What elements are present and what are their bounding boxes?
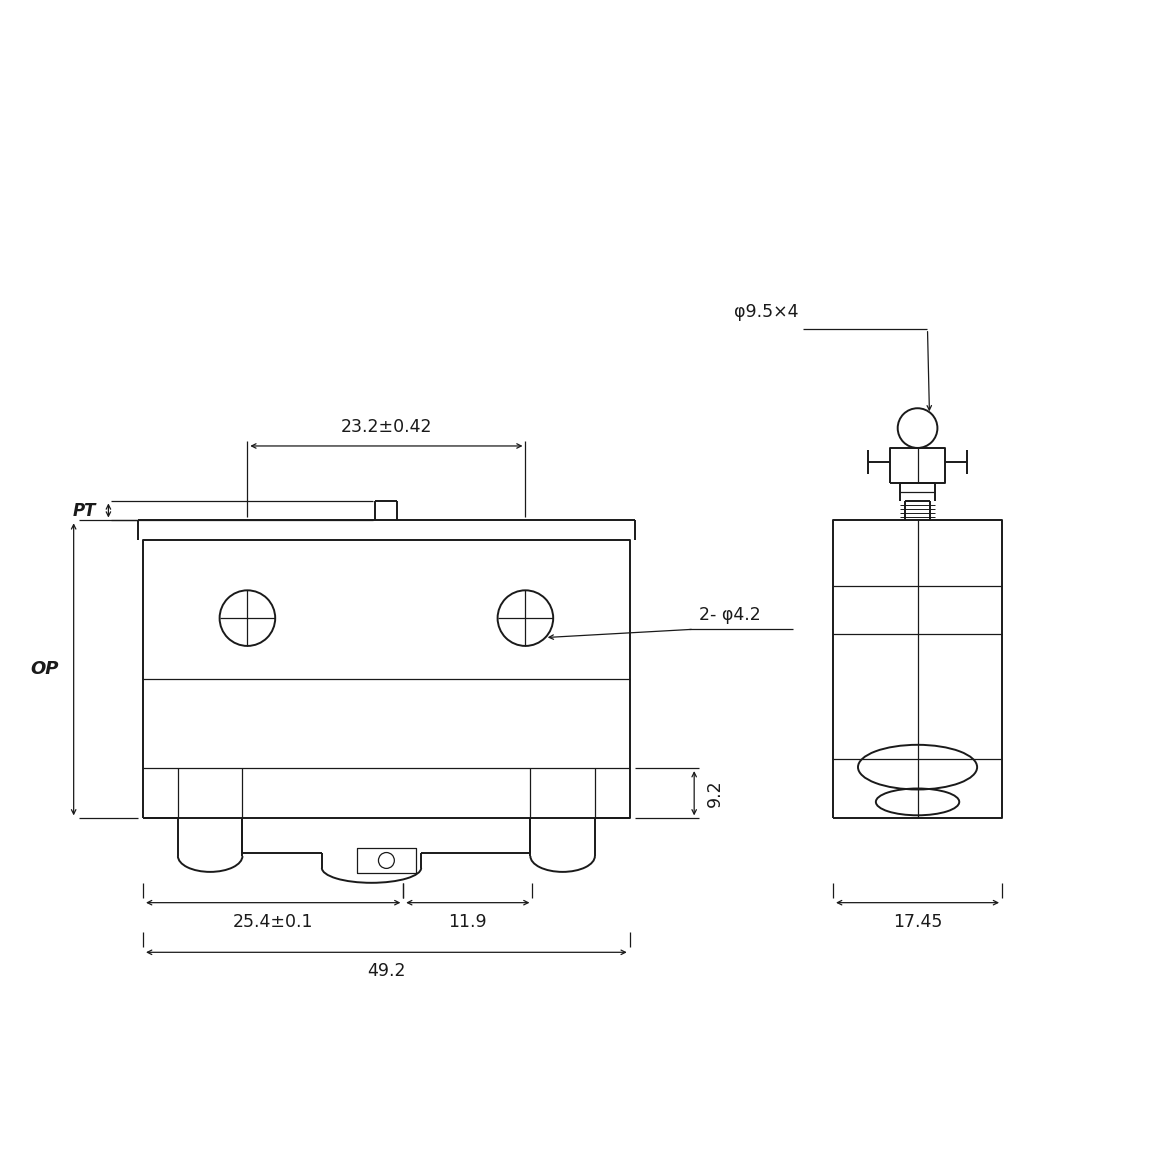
- Text: OP: OP: [30, 660, 59, 679]
- Text: 9.2: 9.2: [706, 780, 724, 807]
- Text: 49.2: 49.2: [368, 963, 406, 980]
- Text: 2- φ4.2: 2- φ4.2: [699, 607, 761, 624]
- Text: PT: PT: [73, 501, 96, 520]
- Text: φ9.5×4: φ9.5×4: [734, 303, 798, 321]
- Text: 17.45: 17.45: [893, 913, 942, 930]
- Text: 11.9: 11.9: [449, 913, 487, 930]
- Text: 25.4±0.1: 25.4±0.1: [233, 913, 313, 930]
- Text: 23.2±0.42: 23.2±0.42: [341, 418, 433, 436]
